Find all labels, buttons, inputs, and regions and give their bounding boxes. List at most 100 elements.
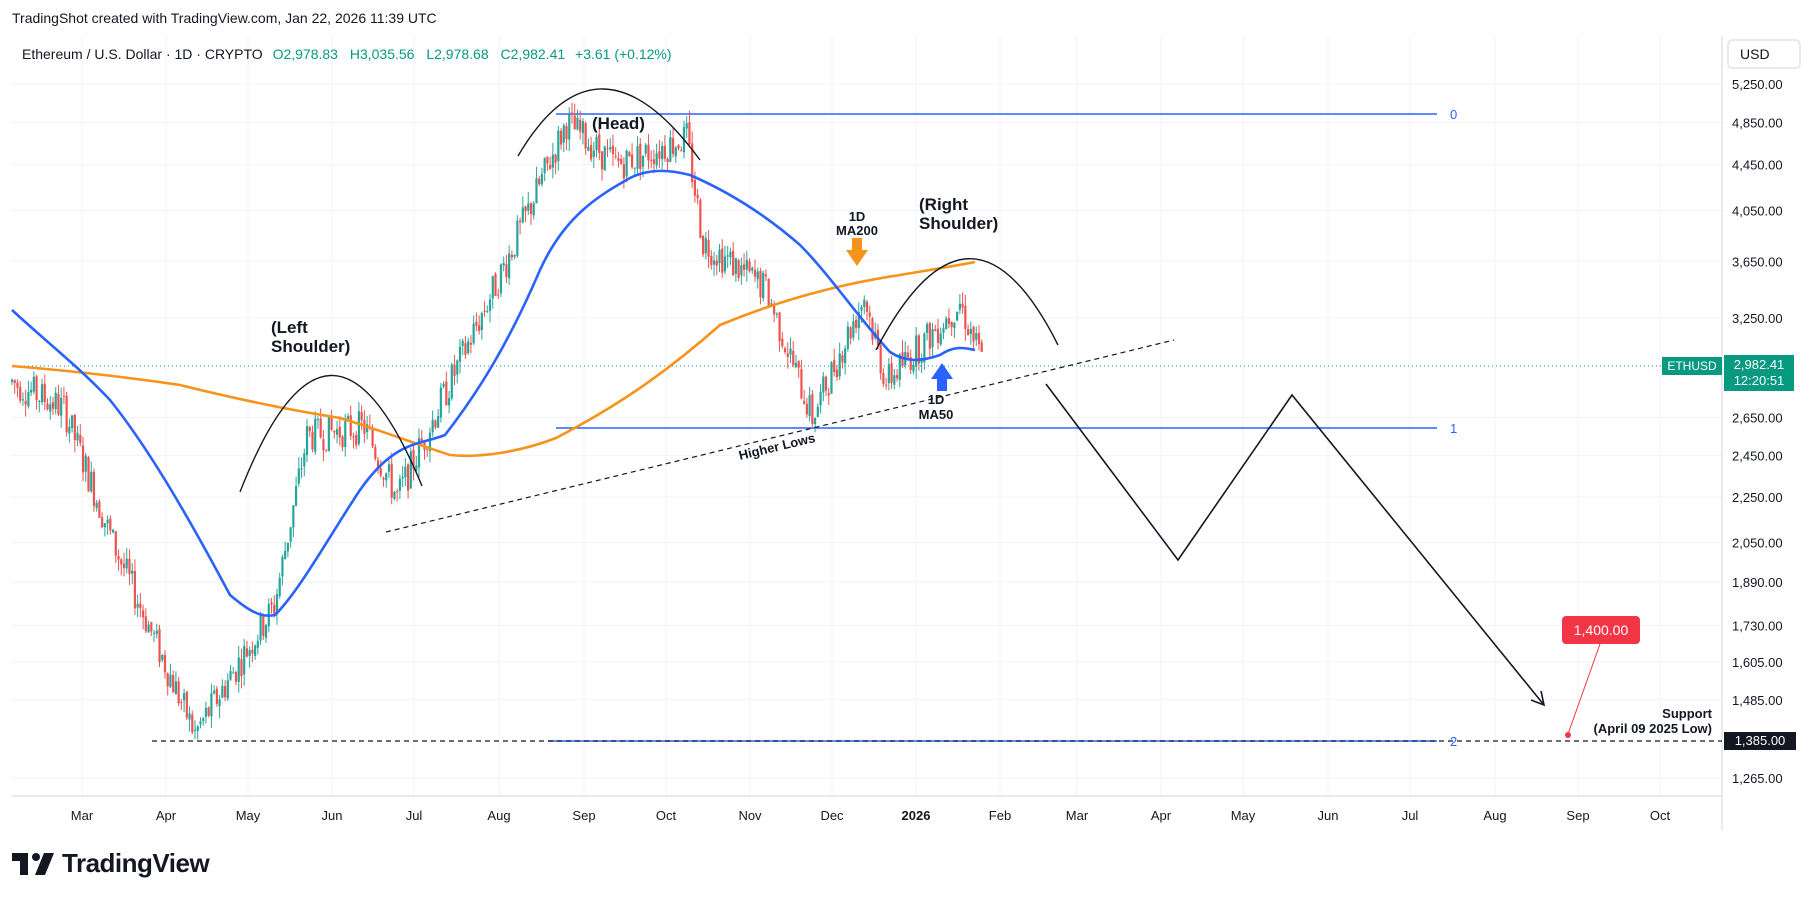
candle-body [379, 468, 382, 476]
candle-body [445, 381, 448, 405]
candle-body [693, 179, 697, 196]
candle-body [592, 150, 595, 158]
candle-body [685, 123, 688, 129]
support-label-2: (April 09 2025 Low) [1594, 721, 1712, 736]
currency-button[interactable] [1727, 39, 1801, 69]
candle-body [10, 379, 14, 382]
candle-body [486, 310, 489, 312]
candle-body [628, 152, 631, 157]
candle-body [909, 357, 912, 370]
time-axis[interactable]: Mar Apr May Jun Jul Aug Sep Oct Nov Dec 2026 Feb Mar… [71, 808, 1671, 823]
candle-body [527, 203, 530, 211]
candle-body [330, 417, 333, 430]
candle-body [573, 115, 576, 130]
candle-body [319, 418, 322, 438]
price-axis[interactable]: 5,250.00 4,850.00 4,450.00 4,050.00 3,650.00… [1732, 77, 1783, 786]
candle-body [158, 629, 161, 663]
time-tick-label: Mar [1066, 808, 1089, 823]
candle-body [453, 364, 456, 376]
candle-body [223, 686, 227, 698]
current-price-tag [1724, 355, 1794, 391]
higher-lows-trendline[interactable] [385, 339, 1175, 533]
candle-body [38, 400, 41, 402]
svg-text:Ethereum / U.S. Dollar · 1D ·: Ethereum / U.S. Dollar · 1D · CRYPTO O2,… [22, 46, 672, 62]
candle-body [953, 322, 956, 329]
candle-body [147, 624, 150, 633]
target-price-badge[interactable] [1562, 616, 1640, 644]
tradingview-logo-icon [12, 852, 54, 875]
price-chart[interactable]: 0 1 2 (Head) (Left Shoulder) (Right Shou… [0, 0, 1812, 830]
legend-close: C2,982.41 [501, 46, 566, 62]
candle-body [341, 436, 344, 448]
current-price-text: 2,982.41 [1734, 357, 1785, 372]
candle-body [256, 640, 259, 648]
candle-body [734, 258, 737, 275]
candle-body [497, 294, 500, 296]
candle-body [215, 688, 218, 704]
candle-body [529, 203, 533, 215]
candle-body [494, 273, 497, 296]
candle-body [925, 323, 929, 333]
candle-body [972, 327, 975, 342]
candle-body [975, 333, 978, 340]
candle-body [661, 145, 664, 160]
candle-body [245, 648, 249, 657]
candle-body [43, 383, 46, 402]
candle-body [366, 424, 369, 433]
candle-body [773, 304, 776, 315]
candle-body [434, 420, 437, 428]
right-shoulder-arc[interactable] [875, 258, 1059, 351]
candle-body [516, 220, 519, 256]
candle-body [956, 311, 959, 321]
time-tick-label: May [1231, 808, 1256, 823]
left-shoulder-arc[interactable] [239, 374, 423, 493]
ma50-label-1: 1D [928, 392, 945, 407]
candle-body [390, 463, 393, 498]
candle-body [508, 253, 511, 279]
candle-body [630, 154, 634, 168]
candle-body [213, 690, 216, 694]
candle-body [95, 502, 98, 509]
candle-body [437, 416, 440, 428]
candle-body [447, 397, 451, 406]
candle-body [54, 392, 57, 410]
candle-body [518, 220, 522, 223]
candle-body [84, 455, 87, 472]
candle-body [587, 146, 590, 151]
candle-body [830, 362, 833, 394]
candle-body [841, 355, 844, 363]
candle-body [568, 114, 571, 140]
time-tick-label: Jul [406, 808, 423, 823]
candle-body [606, 148, 609, 150]
chart-pane[interactable] [12, 36, 1722, 830]
price-tick-label: 2,050.00 [1732, 536, 1783, 551]
ma50-arrow-icon [931, 363, 953, 391]
symbol-legend[interactable]: Ethereum / U.S. Dollar · 1D · CRYPTO O2,… [22, 46, 672, 62]
tradingview-logo[interactable]: TradingView [12, 848, 210, 879]
time-tick-label: 2026 [902, 808, 931, 823]
projection-path[interactable] [1045, 383, 1545, 706]
candle-body [732, 250, 735, 276]
candle-body [243, 645, 246, 675]
candle-body [73, 414, 76, 441]
candle-body [712, 260, 716, 265]
candle-body [781, 338, 784, 347]
candle-body [393, 491, 396, 499]
candle-body [625, 150, 628, 177]
candle-body [816, 406, 819, 418]
candle-body [128, 558, 131, 574]
candle-body [633, 167, 636, 169]
head-arc[interactable] [517, 88, 701, 161]
candle-body [767, 278, 770, 307]
candle-body [532, 203, 535, 216]
candle-body [663, 145, 666, 159]
candle-body [461, 340, 464, 346]
candle-body [980, 342, 983, 353]
candle-body [182, 693, 186, 701]
candle-body [177, 681, 180, 704]
candle-body [191, 714, 194, 733]
time-tick-label: Apr [156, 808, 177, 823]
candle-body [35, 376, 38, 401]
candle-body [644, 144, 647, 154]
grid-lines [12, 36, 1722, 796]
